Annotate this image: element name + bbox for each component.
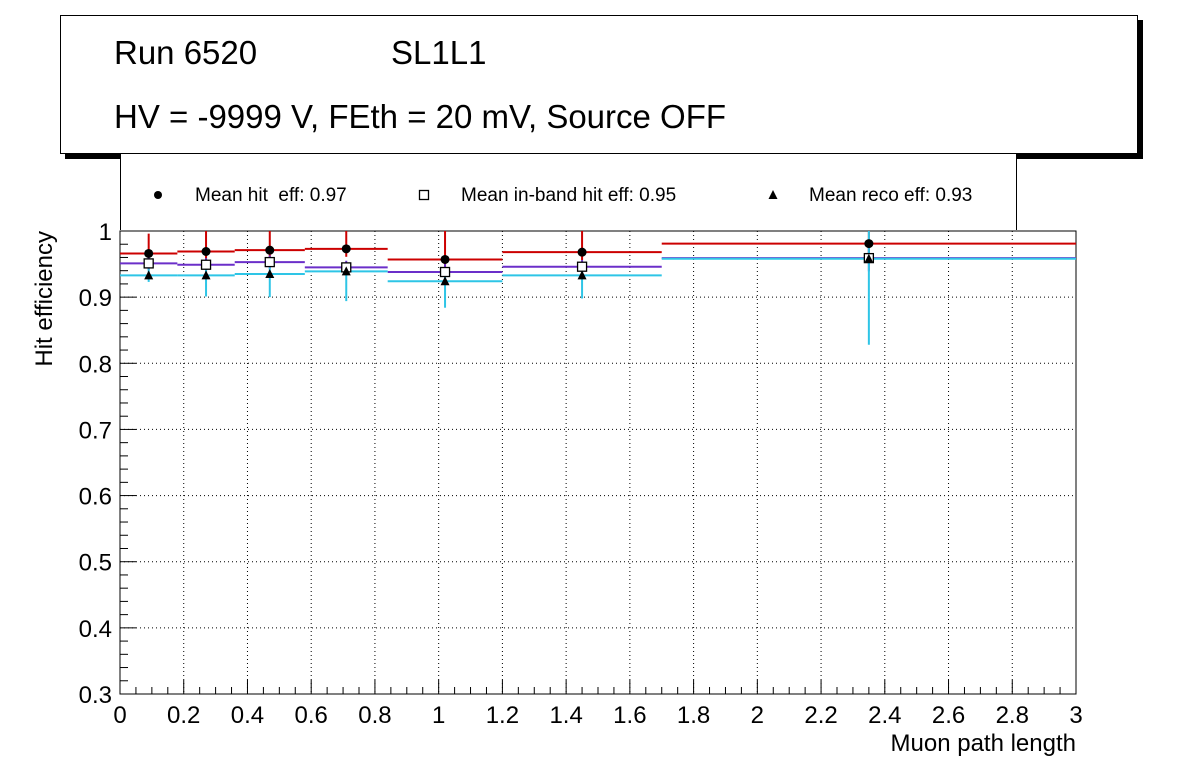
- x-tick-label: 3: [1069, 702, 1082, 729]
- x-tick-label: 2.6: [932, 702, 965, 729]
- x-tick-label: 0.8: [358, 702, 391, 729]
- y-tick-label: 0.7: [79, 417, 112, 444]
- data-point-triangle: [440, 276, 450, 286]
- y-tick-label: 1: [99, 219, 112, 246]
- title-box: Run 6520 SL1L1 HV = -9999 V, FEth = 20 m…: [60, 15, 1138, 154]
- data-point-circle: [144, 248, 154, 258]
- legend-triangle-marker: [768, 190, 778, 199]
- data-point-triangle: [144, 270, 154, 280]
- data-point-triangle: [201, 270, 211, 280]
- y-tick-label: 0.9: [79, 285, 112, 312]
- data-point-triangle: [265, 268, 275, 278]
- data-point-triangle: [577, 270, 587, 280]
- x-tick-label: 1.2: [486, 702, 519, 729]
- layer-label: SL1L1: [391, 34, 487, 71]
- x-tick-label: 2.8: [996, 702, 1029, 729]
- x-tick-label: 1.6: [613, 702, 646, 729]
- y-axis-label: Hit efficiency: [31, 231, 58, 367]
- data-point-circle: [864, 239, 874, 249]
- run-label: Run 6520: [114, 34, 258, 71]
- data-point-triangle: [864, 253, 874, 263]
- legend-entry-reco-eff: Mean reco eff: 0.93: [809, 185, 973, 206]
- x-tick-label: 0.6: [295, 702, 328, 729]
- x-tick-label: 1.8: [677, 702, 710, 729]
- conditions-label: HV = -9999 V, FEth = 20 mV, Source OFF: [114, 98, 727, 135]
- data-point-circle: [440, 254, 450, 264]
- legend-square-marker: [418, 189, 430, 201]
- y-tick-label: 0.4: [79, 616, 112, 643]
- x-tick-label: 1.4: [549, 702, 582, 729]
- data-point-square: [264, 256, 275, 268]
- x-axis-label: Muon path length: [891, 730, 1076, 757]
- series-0: [120, 231, 1076, 270]
- data-point-circle: [341, 244, 351, 254]
- y-tick-label: 0.6: [79, 484, 112, 511]
- legend: Mean hit eff: 0.97 Mean in-band hit eff:…: [120, 154, 1017, 230]
- x-tick-label: 0.2: [167, 702, 200, 729]
- x-tick-label: 1: [432, 702, 445, 729]
- data-point-square: [200, 259, 212, 270]
- y-tick-label: 0.5: [79, 550, 112, 577]
- data-point-square: [439, 266, 451, 278]
- series-2: [120, 231, 1076, 345]
- x-tick-label: 0: [113, 702, 126, 729]
- plot-frame: [119, 230, 1077, 695]
- legend-entry-inband-eff: Mean in-band hit eff: 0.95: [461, 185, 677, 206]
- x-tick-label: 2: [751, 702, 764, 729]
- y-tick-label: 0.8: [79, 351, 112, 378]
- data-point-square: [143, 258, 154, 269]
- x-tick-label: 2.4: [868, 702, 901, 729]
- data-point-triangle: [341, 266, 351, 276]
- data-point-circle: [577, 247, 587, 257]
- x-tick-label: 0.4: [231, 702, 264, 729]
- data-point-circle: [265, 245, 275, 255]
- data-point-circle: [201, 247, 211, 257]
- legend-circle-marker: [154, 191, 162, 199]
- y-tick-label: 0.3: [79, 682, 112, 709]
- legend-entry-hit-eff: Mean hit eff: 0.97: [195, 185, 347, 206]
- data-point-square: [576, 261, 588, 272]
- x-tick-label: 2.2: [804, 702, 837, 729]
